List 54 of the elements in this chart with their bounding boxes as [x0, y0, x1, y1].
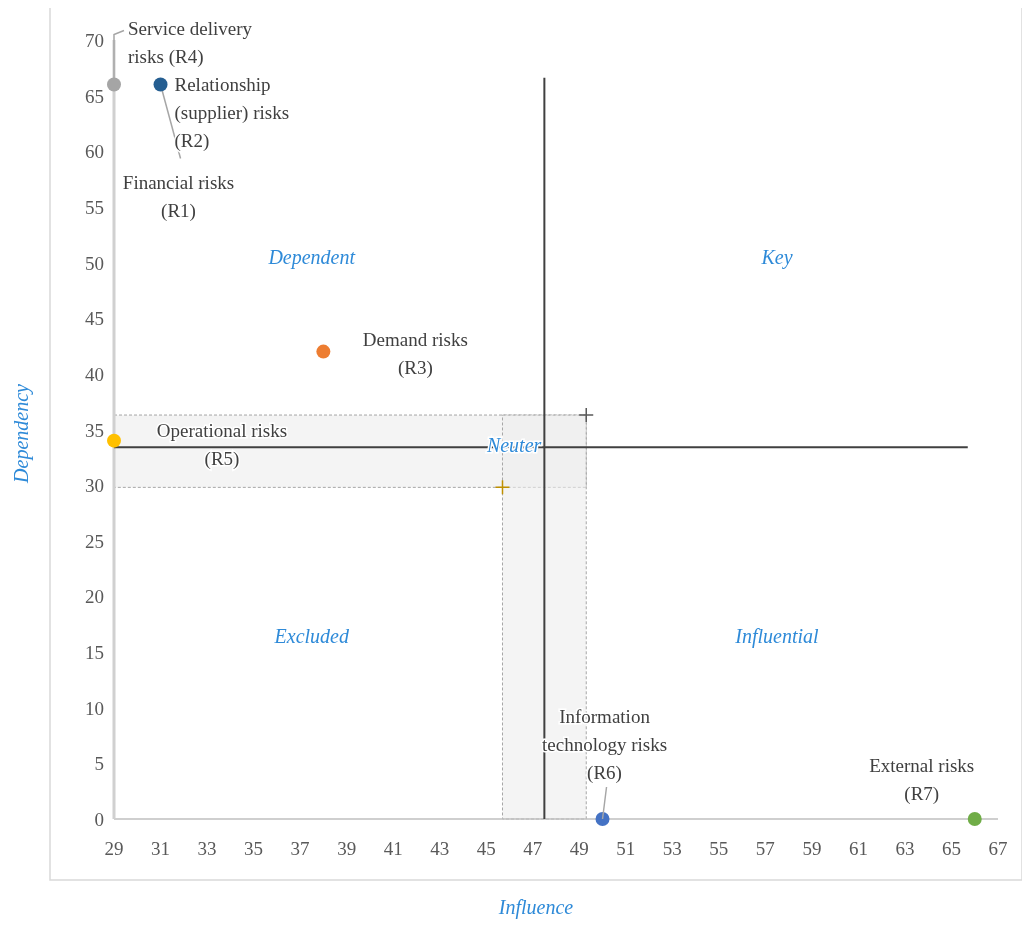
x-tick-label: 63 [895, 838, 915, 859]
y-tick-label: 15 [85, 642, 104, 664]
x-tick-label: 49 [569, 838, 589, 859]
annotation: Key [760, 246, 793, 270]
x-tick-label: 67 [988, 838, 1008, 859]
y-tick-label: 55 [85, 196, 104, 218]
y-tick-label: 25 [85, 530, 104, 552]
series-label: Demand risks (R3) [362, 328, 468, 379]
annotation: Financial risks (R1) [122, 171, 235, 222]
y-tick-label: 70 [85, 30, 104, 51]
y-tick-label: 35 [85, 419, 104, 441]
x-tick-label: 39 [337, 838, 357, 859]
annotation: Influential [734, 625, 820, 649]
x-tick-label: 33 [197, 838, 217, 859]
annotation: Excluded [273, 625, 350, 648]
y-tick-label: 30 [85, 475, 104, 497]
y-tick-label: 0 [94, 809, 104, 830]
x-tick-label: 29 [104, 838, 124, 859]
point [153, 77, 168, 92]
series-label: Service delivery risks (R4) [128, 17, 253, 68]
x-tick-label: 43 [430, 838, 450, 859]
y-tick-label: 20 [85, 586, 104, 608]
point [494, 479, 511, 496]
y-tick-label: 50 [85, 252, 104, 274]
y-axis-title: Dependency [10, 383, 33, 484]
y-tick-label: 45 [85, 308, 104, 330]
x-tick-label: 47 [523, 838, 543, 859]
point [967, 812, 982, 826]
x-tick-label: 31 [151, 838, 171, 859]
y-tick-label: 10 [85, 697, 104, 719]
x-tick-label: 37 [290, 838, 310, 859]
x-tick-label: 59 [802, 838, 822, 859]
y-tick-label: 40 [85, 363, 104, 385]
annotation: Dependent [267, 246, 356, 270]
point [316, 344, 331, 359]
x-tick-label: 61 [848, 838, 868, 859]
x-tick-label: 41 [383, 838, 403, 859]
x-axis-title: Influence [497, 896, 574, 919]
x-tick-label: 45 [476, 838, 496, 859]
x-tick-label: 51 [616, 838, 636, 859]
y-tick-label: 65 [85, 85, 104, 107]
point [107, 433, 121, 448]
point [578, 407, 594, 423]
y-tick-label: 5 [94, 753, 104, 775]
x-tick-label: 35 [244, 838, 264, 859]
y-tick-label: 60 [85, 141, 104, 163]
series-label: External risks (R7) [869, 755, 975, 805]
x-tick-label: 57 [755, 838, 775, 859]
x-tick-label: 65 [941, 838, 961, 859]
series-label: Operational risks (R5) [156, 419, 288, 470]
x-tick-label: 55 [709, 838, 729, 859]
series-label: Relationship (supplier) risks (R2) [174, 73, 290, 152]
point [595, 812, 610, 826]
x-tick-label: 53 [662, 838, 682, 859]
